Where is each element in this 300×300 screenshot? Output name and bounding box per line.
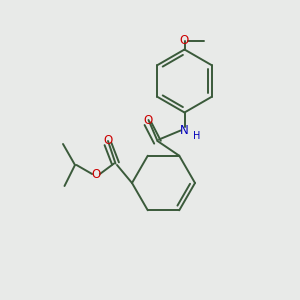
Text: O: O: [180, 34, 189, 47]
Text: O: O: [103, 134, 112, 148]
Text: N: N: [180, 124, 189, 137]
Text: H: H: [193, 130, 200, 141]
Text: O: O: [92, 167, 100, 181]
Text: O: O: [144, 113, 153, 127]
